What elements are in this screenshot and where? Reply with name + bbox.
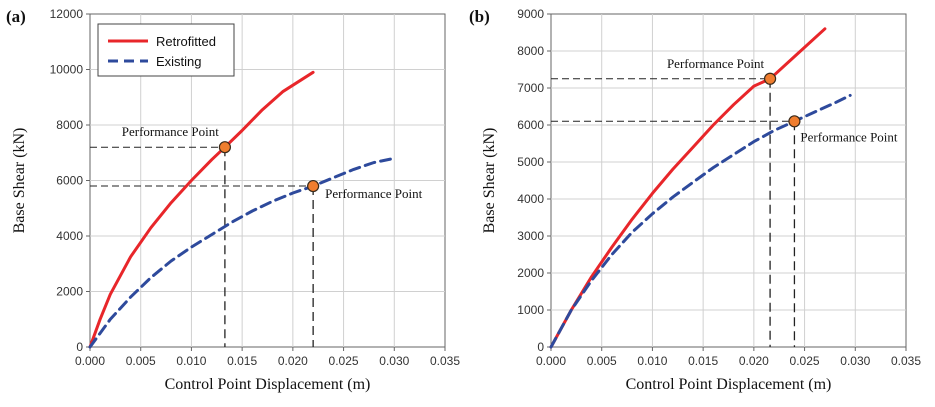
y-tick-label: 1000 (517, 303, 544, 317)
performance-point-label: Performance Point (667, 56, 765, 71)
x-tick-label: 0.020 (739, 354, 769, 368)
y-tick-label: 6000 (56, 174, 83, 188)
y-tick-label: 7000 (517, 81, 544, 95)
series-line-existing (88, 156, 396, 349)
performance-point-marker (763, 72, 777, 85)
panel-label: (b) (469, 7, 490, 26)
performance-point-label: Performance Point (800, 129, 898, 144)
x-tick-label: 0.015 (688, 354, 718, 368)
performance-point-label: Performance Point (122, 124, 220, 139)
legend-label: Existing (156, 54, 202, 69)
y-tick-label: 6000 (517, 118, 544, 132)
y-tick-label: 3000 (517, 229, 544, 243)
x-tick-label: 0.000 (75, 354, 105, 368)
y-axis-label: Base Shear (kN) (11, 128, 28, 234)
y-tick-label: 5000 (517, 155, 544, 169)
plot-area (550, 13, 907, 348)
x-tick-label: 0.005 (126, 354, 156, 368)
x-tick-label: 0.030 (840, 354, 870, 368)
x-tick-label: 0.010 (637, 354, 667, 368)
x-tick-label: 0.025 (790, 354, 820, 368)
y-tick-label: 4000 (517, 192, 544, 206)
x-tick-label: 0.000 (536, 354, 566, 368)
y-tick-label: 0 (76, 340, 83, 354)
y-axis-label: Base Shear (kN) (481, 128, 498, 234)
legend-label: Retrofitted (156, 34, 216, 49)
y-tick-label: 0 (537, 340, 544, 354)
series-line-retrofitted (88, 70, 315, 349)
x-axis-label: Control Point Displacement (m) (626, 376, 832, 393)
x-tick-label: 0.015 (227, 354, 257, 368)
performance-point-marker (788, 115, 801, 128)
x-tick-label: 0.005 (587, 354, 617, 368)
performance-point-marker (218, 141, 231, 154)
y-tick-label: 4000 (56, 229, 83, 243)
x-tick-label: 0.025 (329, 354, 359, 368)
legend-box (97, 23, 235, 77)
y-tick-label: 8000 (517, 44, 544, 58)
y-tick-label: 2000 (56, 285, 83, 299)
y-tick-label: 9000 (517, 7, 544, 21)
y-tick-label: 2000 (517, 266, 544, 280)
performance-point-label: Performance Point (325, 186, 423, 201)
performance-point-marker (307, 179, 320, 193)
y-tick-label: 8000 (56, 118, 83, 132)
x-tick-label: 0.030 (379, 354, 409, 368)
x-tick-label: 0.010 (176, 354, 206, 368)
x-axis-label: Control Point Displacement (m) (165, 376, 371, 393)
series-line-existing (549, 93, 852, 349)
panel-label: (a) (6, 7, 26, 26)
y-tick-label: 12000 (50, 7, 84, 21)
y-tick-label: 10000 (50, 63, 84, 77)
x-tick-label: 0.035 (891, 354, 921, 368)
x-tick-label: 0.035 (430, 354, 460, 368)
x-tick-label: 0.020 (278, 354, 308, 368)
